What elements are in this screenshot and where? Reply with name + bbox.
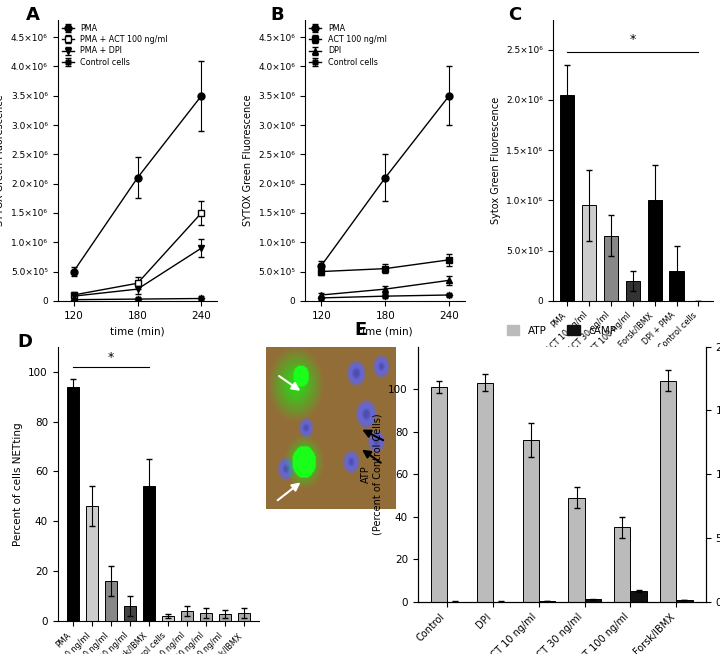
Bar: [582, 205, 596, 301]
Bar: [648, 200, 662, 301]
Y-axis label: Percent of cells NETting: Percent of cells NETting: [13, 422, 23, 546]
Y-axis label: SYTOX Green Fluorescence: SYTOX Green Fluorescence: [0, 94, 5, 226]
Bar: [219, 614, 231, 621]
Text: E: E: [354, 321, 366, 339]
Bar: [67, 387, 79, 621]
Text: A: A: [26, 5, 40, 24]
Bar: [604, 235, 618, 301]
Bar: [181, 611, 193, 621]
Bar: [523, 440, 539, 602]
Text: *: *: [108, 351, 114, 364]
Bar: [477, 383, 492, 602]
Legend: ATP, cAMP: ATP, cAMP: [503, 321, 621, 340]
Legend: PMA, ACT 100 ng/ml, DPI, Control cells: PMA, ACT 100 ng/ml, DPI, Control cells: [310, 24, 387, 67]
Bar: [560, 95, 575, 301]
X-axis label: time (min): time (min): [358, 326, 413, 336]
Legend: PMA, PMA + ACT 100 ng/ml, PMA + DPI, Control cells: PMA, PMA + ACT 100 ng/ml, PMA + DPI, Con…: [62, 24, 168, 67]
Bar: [631, 591, 647, 602]
Y-axis label: ATP
(Percent of Control Cells): ATP (Percent of Control Cells): [361, 413, 383, 535]
Bar: [143, 487, 155, 621]
Bar: [86, 506, 98, 621]
Bar: [676, 600, 693, 602]
Bar: [431, 387, 447, 602]
Bar: [585, 599, 600, 602]
Bar: [238, 613, 250, 621]
Y-axis label: Sytox Green Fluorescence: Sytox Green Fluorescence: [491, 97, 500, 224]
Bar: [569, 498, 585, 602]
Bar: [199, 613, 212, 621]
Y-axis label: SYTOX Green Fluorescence: SYTOX Green Fluorescence: [243, 94, 253, 226]
Text: *: *: [630, 33, 636, 46]
X-axis label: time (min): time (min): [110, 326, 165, 336]
Bar: [124, 606, 136, 621]
Bar: [104, 581, 117, 621]
Text: D: D: [17, 333, 32, 351]
Text: B: B: [270, 5, 284, 24]
Bar: [162, 616, 174, 621]
Bar: [660, 381, 676, 602]
Bar: [614, 527, 631, 602]
Text: C: C: [508, 5, 521, 24]
Bar: [670, 271, 684, 301]
Bar: [626, 281, 640, 301]
